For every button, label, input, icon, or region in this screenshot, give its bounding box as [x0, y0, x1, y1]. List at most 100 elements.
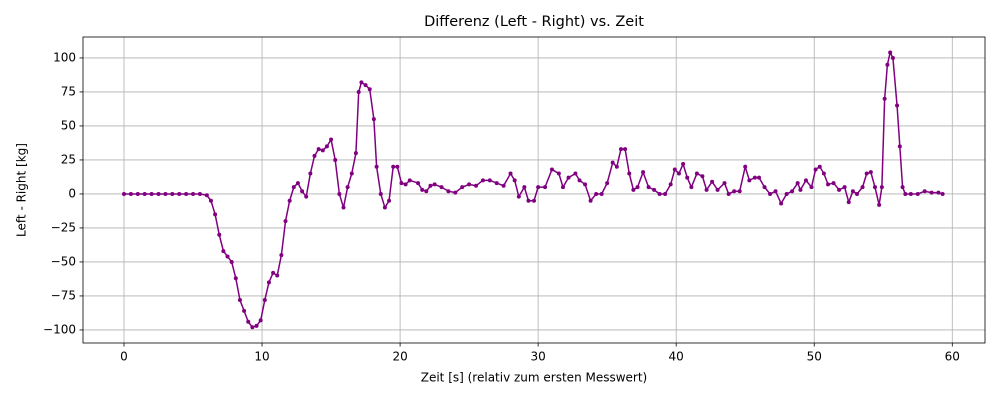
data-point	[915, 191, 920, 196]
x-tick-label: 50	[807, 350, 822, 364]
data-point	[908, 191, 913, 196]
data-point	[784, 191, 789, 196]
data-point	[363, 83, 368, 88]
data-point	[700, 174, 705, 179]
data-point	[532, 198, 536, 203]
data-point	[446, 189, 451, 194]
data-point	[474, 183, 479, 188]
y-tick-label: 100	[53, 50, 76, 64]
data-point	[382, 205, 387, 210]
data-point	[295, 181, 300, 186]
data-point	[480, 178, 485, 183]
y-tick-label: −100	[43, 322, 76, 336]
data-point	[191, 191, 196, 196]
data-point	[672, 167, 677, 172]
data-point	[242, 308, 247, 313]
data-point	[304, 194, 309, 199]
data-point	[737, 189, 742, 194]
data-point	[536, 185, 541, 190]
data-point	[543, 185, 548, 190]
data-point	[374, 164, 379, 169]
data-point	[594, 191, 599, 196]
data-point	[254, 323, 259, 328]
data-point	[204, 193, 209, 198]
data-point	[940, 191, 945, 196]
data-point	[359, 80, 364, 85]
data-point	[387, 198, 392, 203]
x-tick-label: 40	[669, 350, 684, 364]
data-point	[850, 189, 855, 194]
data-point	[888, 50, 893, 55]
data-point	[779, 201, 784, 206]
data-point	[156, 191, 161, 196]
y-tick-label: −25	[51, 220, 76, 234]
y-tick-label: 75	[61, 84, 76, 98]
data-point	[627, 171, 632, 176]
data-line	[124, 50, 943, 329]
data-point	[657, 191, 662, 196]
data-point	[549, 167, 554, 172]
data-point	[752, 175, 757, 180]
data-point	[399, 181, 404, 186]
data-point	[936, 190, 941, 195]
data-point	[623, 147, 628, 152]
data-point	[407, 178, 412, 183]
data-point	[605, 181, 610, 186]
data-point	[233, 276, 238, 281]
y-tick-label: 0	[68, 186, 76, 200]
data-point	[432, 182, 437, 187]
data-point	[826, 182, 831, 187]
x-tick-label: 0	[120, 350, 128, 364]
data-point	[353, 151, 358, 156]
data-point	[460, 185, 465, 190]
data-point	[795, 181, 800, 186]
data-point	[897, 144, 902, 149]
data-point	[641, 170, 646, 175]
data-point	[217, 232, 222, 237]
data-point	[588, 198, 593, 203]
data-point	[197, 191, 202, 196]
data-point	[184, 191, 189, 196]
data-point	[694, 171, 699, 176]
data-point	[614, 164, 619, 169]
data-point	[689, 185, 694, 190]
data-point	[577, 178, 582, 183]
data-point	[337, 191, 342, 196]
data-point	[271, 270, 276, 275]
data-point	[349, 171, 354, 176]
data-point	[726, 191, 731, 196]
data-point	[522, 185, 527, 190]
data-point	[333, 157, 338, 162]
data-point	[316, 147, 321, 152]
chart-title: Differenz (Left - Right) vs. Zeit	[424, 14, 644, 30]
data-point	[208, 198, 213, 203]
data-point	[467, 182, 472, 187]
data-point	[312, 153, 317, 158]
data-point	[773, 189, 778, 194]
data-point	[170, 191, 175, 196]
y-axis-label: Left - Right [kg]	[15, 143, 29, 237]
data-point	[341, 205, 346, 210]
data-point	[842, 185, 847, 190]
data-point	[420, 187, 425, 192]
data-point	[831, 181, 836, 186]
data-point	[416, 181, 421, 186]
y-tick-label: −50	[51, 254, 76, 268]
x-axis-label: Zeit [s] (relativ zum ersten Messwert)	[421, 371, 648, 385]
data-point	[266, 280, 271, 285]
data-point	[320, 148, 325, 153]
y-tick-label: −75	[51, 288, 76, 302]
data-point	[262, 298, 267, 303]
data-point	[246, 319, 251, 324]
data-point	[821, 171, 826, 176]
data-point	[618, 147, 623, 152]
data-point	[324, 144, 329, 149]
data-point	[747, 178, 752, 183]
data-point	[676, 171, 681, 176]
data-point	[877, 202, 882, 207]
data-point	[715, 187, 720, 192]
data-point	[356, 89, 361, 94]
data-point	[221, 249, 226, 254]
data-point	[635, 185, 640, 190]
data-point	[403, 182, 408, 187]
